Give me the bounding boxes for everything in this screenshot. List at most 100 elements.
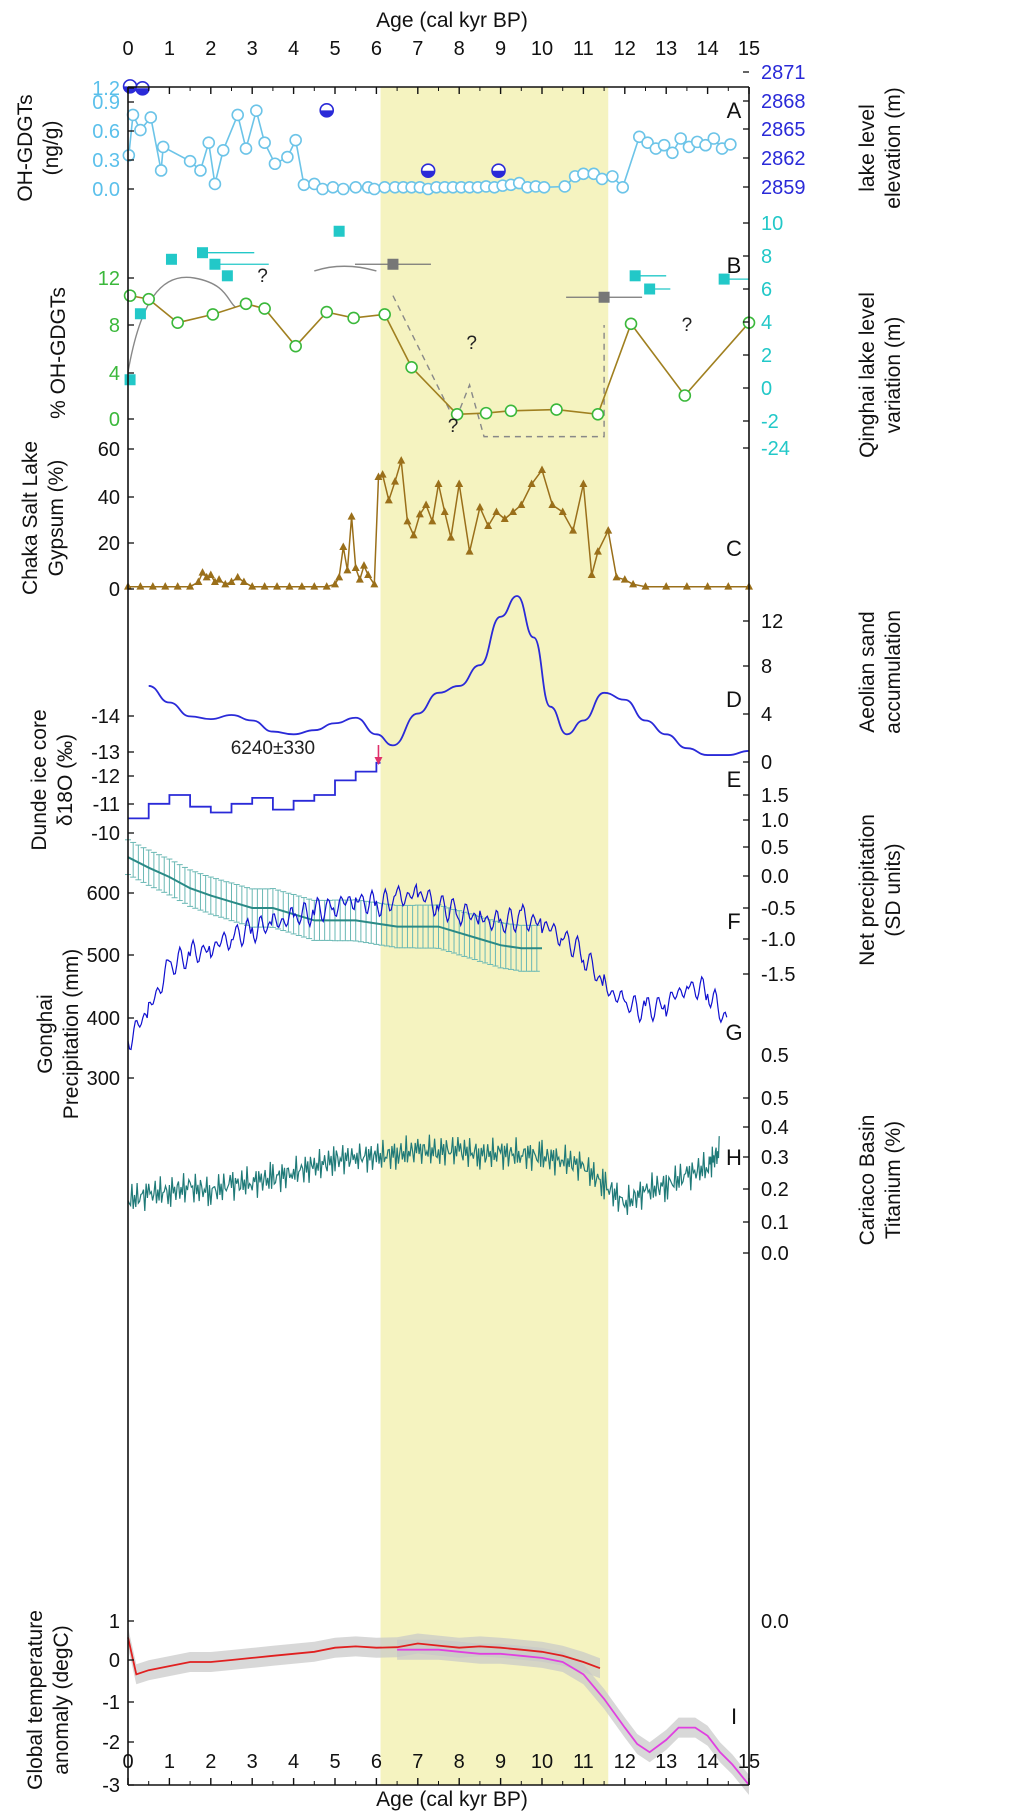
y-tick-label-left-A: 1.2 xyxy=(92,78,120,100)
data-point-oh-gdgts xyxy=(349,181,363,194)
y-axis-label-right-B: Qinghai lake level variation (m) xyxy=(856,292,905,458)
data-point-gypsum xyxy=(629,579,638,588)
data-point-pct-oh-gdgts xyxy=(171,316,184,329)
y-tick-label-right-A: 2862 xyxy=(761,148,806,170)
data-point-oh-gdgts xyxy=(632,130,646,144)
annotation-question: ? xyxy=(257,266,268,287)
data-point-oh-gdgts xyxy=(144,111,158,124)
x-tick-label-bottom: 3 xyxy=(247,1751,258,1773)
data-point-oh-gdgts xyxy=(154,164,168,177)
data-point-gypsum xyxy=(397,456,406,464)
data-point-oh-gdgts xyxy=(126,108,140,122)
data-point-gypsum xyxy=(593,547,602,555)
y-tick-label-left-G: 600 xyxy=(87,883,120,905)
data-point-gypsum xyxy=(538,465,546,473)
data-point-gypsum xyxy=(148,582,157,590)
y-tick-label-left-B: 8 xyxy=(109,315,120,337)
x-tick-label-bottom: 15 xyxy=(738,1751,760,1773)
y-axis-label-right-F-line: (SD units) xyxy=(882,843,905,936)
panel-letter-I: I xyxy=(731,1704,737,1729)
y-axis-label-left-A: OH-GDGTs (ng/g) xyxy=(14,94,63,201)
data-point-gypsum xyxy=(233,572,242,581)
data-point-gypsum xyxy=(198,568,207,576)
data-point-pct-oh-gdgts xyxy=(479,406,493,420)
y-tick-label-right-D: 8 xyxy=(761,656,772,678)
y-tick-label-right-F: -1.0 xyxy=(761,929,795,951)
data-point-gypsum xyxy=(587,570,596,578)
data-point-gypsum xyxy=(475,502,484,511)
y-axis-label-left-I: Global temperature anomaly (degC) xyxy=(24,1610,73,1790)
data-point-pct-oh-gdgts xyxy=(142,292,155,306)
y-tick-label-right-F: 0.0 xyxy=(761,866,789,888)
panel-letter-D: D xyxy=(726,687,742,712)
x-tick-label-bottom: 2 xyxy=(205,1751,216,1773)
data-point-gypsum xyxy=(161,582,170,590)
data-point-gypsum xyxy=(374,472,383,480)
data-point-gypsum xyxy=(343,565,352,574)
y-tick-label-left-C: 0 xyxy=(109,579,120,601)
series-line-gonghai xyxy=(127,882,728,1051)
x-tick-label-top: 14 xyxy=(696,38,718,60)
data-point-pct-oh-gdgts xyxy=(123,289,137,302)
series-line-temp-red xyxy=(127,1637,601,1676)
y-tick-label-left-I: 1 xyxy=(109,1611,120,1633)
data-point-pct-oh-gdgts xyxy=(405,360,418,374)
trend-curve-B xyxy=(127,276,237,373)
data-point-gypsum xyxy=(364,570,373,578)
x-tick-label-bottom: 7 xyxy=(412,1751,423,1773)
y-tick-label-left-E: -10 xyxy=(91,823,120,845)
data-point-gypsum xyxy=(221,579,230,588)
data-point-oh-gdgts xyxy=(674,132,687,145)
data-point-oh-gdgts xyxy=(616,181,630,194)
y-axis-label-left-E-line: Dunde ice core xyxy=(28,709,51,850)
y-tick-label-right-H: 0.5 xyxy=(761,1088,789,1110)
series-line-dunde xyxy=(128,761,381,820)
data-point-oh-gdgts xyxy=(258,136,271,150)
data-point-gypsum xyxy=(569,526,578,534)
y-tick-label-right-A: 2871 xyxy=(761,62,806,84)
data-point-oh-gdgts xyxy=(289,133,302,147)
x-tick-label-top: 15 xyxy=(738,38,760,60)
data-point-gypsum xyxy=(662,582,671,590)
data-point-gypsum xyxy=(351,563,360,571)
y-tick-label-right-B: 8 xyxy=(761,246,772,268)
data-point-lake-variation xyxy=(644,283,656,295)
data-point-oh-gdgts xyxy=(239,142,253,155)
data-point-gypsum xyxy=(260,582,269,590)
data-point-oh-gdgts xyxy=(606,170,619,183)
y-tick-label-left-A: 0.3 xyxy=(92,150,120,172)
data-point-oh-gdgts xyxy=(724,138,737,151)
data-point-oh-gdgts xyxy=(297,178,311,192)
data-point-lake-variation xyxy=(165,253,177,265)
data-point-lake-level-half xyxy=(492,170,506,178)
data-point-gypsum xyxy=(415,509,424,518)
data-point-gypsum xyxy=(285,582,294,590)
x-tick-label-top: 12 xyxy=(614,38,636,60)
data-point-oh-gdgts xyxy=(281,150,294,164)
data-point-gypsum xyxy=(297,582,306,590)
uncertainty-band-magenta xyxy=(397,1639,749,1795)
y-tick-label-right-F: -1.5 xyxy=(761,964,795,986)
data-point-oh-gdgts xyxy=(595,172,609,186)
x-tick-label-top: 1 xyxy=(164,38,175,60)
y-axis-label-right-D: Aeolian sand accumulation xyxy=(856,610,905,734)
data-point-lake-level-half xyxy=(135,88,149,95)
x-tick-label-top: 7 xyxy=(412,38,423,60)
data-point-oh-gdgts xyxy=(666,146,679,160)
data-point-gypsum xyxy=(359,561,368,569)
y-tick-label-left-E: -11 xyxy=(93,794,120,816)
data-point-lake-variation xyxy=(221,270,233,282)
data-point-pct-oh-gdgts xyxy=(624,317,638,331)
x-tick-label-bottom: 14 xyxy=(696,1751,718,1773)
y-tick-label-left-E: -13 xyxy=(91,742,120,764)
data-point-oh-gdgts xyxy=(231,108,245,122)
y-axis-label-left-G: Gonghai Precipitation (mm) xyxy=(34,949,83,1119)
y-axis-label-right-D-line: Aeolian sand xyxy=(856,611,879,732)
y-tick-label-left-I: -2 xyxy=(102,1732,120,1754)
annotation-question: ? xyxy=(466,333,477,354)
y-tick-label-left-G: 300 xyxy=(87,1068,120,1090)
data-point-gypsum xyxy=(509,507,518,515)
y-tick-label-right-B: -2 xyxy=(761,411,779,433)
data-point-lake-variation xyxy=(629,270,641,282)
data-point-gypsum xyxy=(273,582,282,590)
